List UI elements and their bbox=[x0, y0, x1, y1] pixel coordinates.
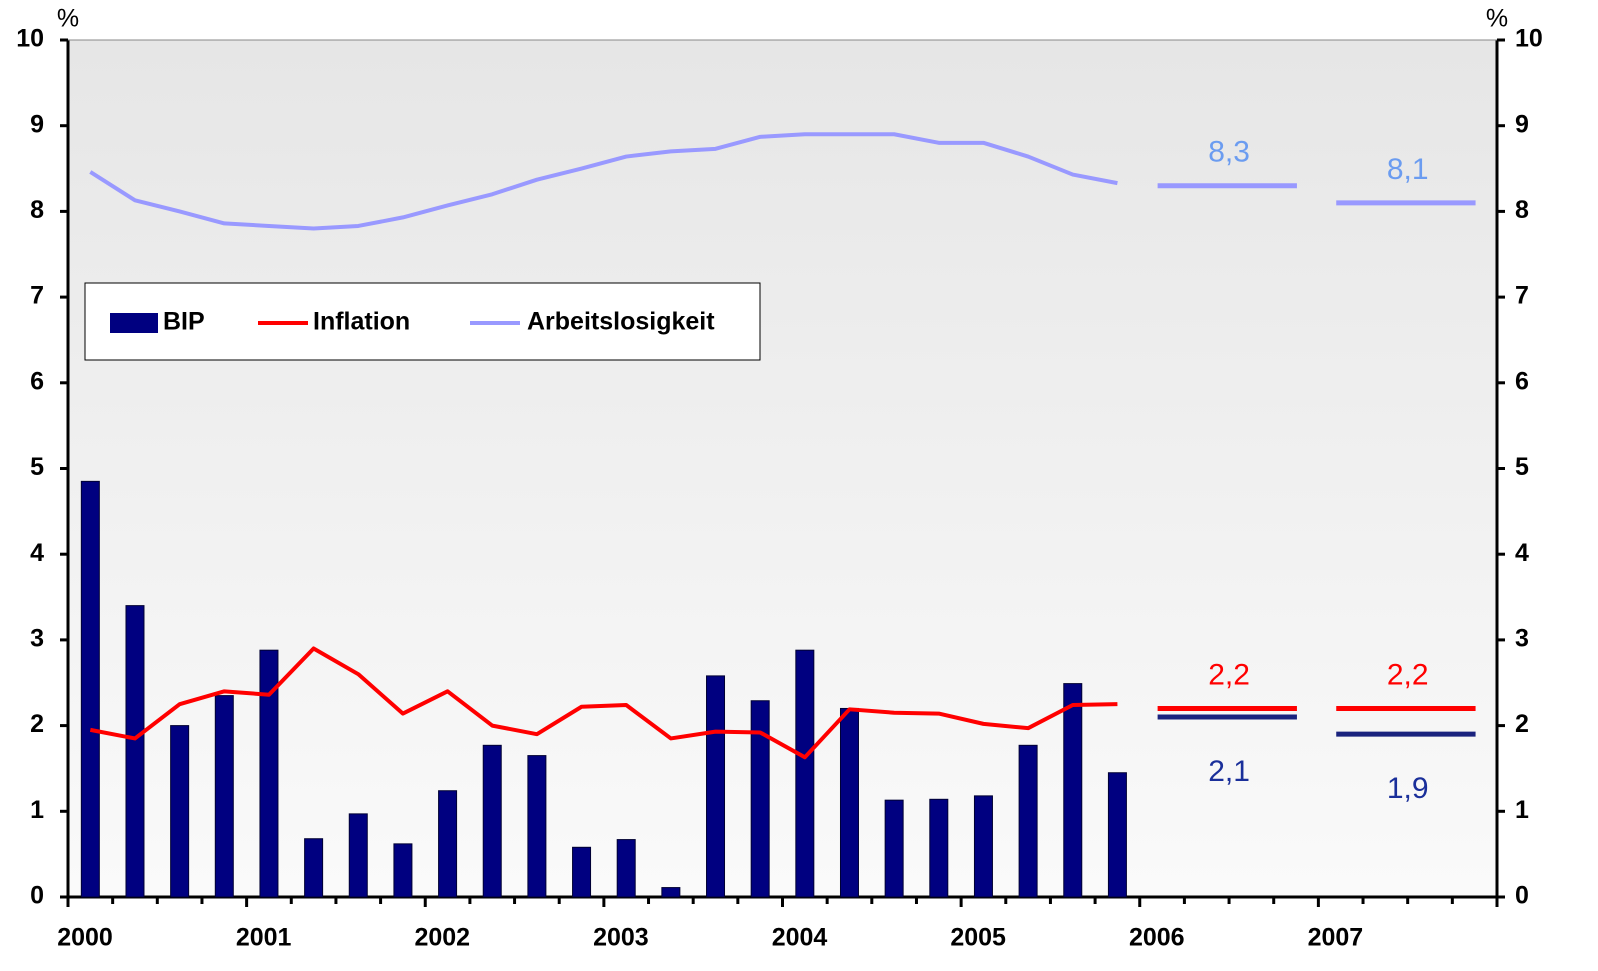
y2-tick-label: 9 bbox=[1515, 110, 1529, 138]
y2-tick-label: 6 bbox=[1515, 367, 1529, 395]
y2-tick-label: 5 bbox=[1515, 453, 1529, 481]
line bbox=[89, 132, 1118, 231]
forecast-label: 2,1 bbox=[1208, 755, 1250, 788]
y-tick-label: 10 bbox=[16, 25, 44, 53]
bar bbox=[839, 707, 859, 898]
y2-tick-label: 4 bbox=[1515, 539, 1529, 567]
bar bbox=[259, 649, 279, 898]
bar bbox=[706, 675, 726, 898]
legend-box bbox=[84, 282, 761, 361]
legend-label: Arbeitslosigkeit bbox=[527, 308, 715, 336]
bar bbox=[482, 744, 502, 898]
x-tick-label: 2006 bbox=[1129, 924, 1185, 952]
forecast-label: 8,1 bbox=[1387, 153, 1429, 186]
y-tick-label: 1 bbox=[30, 796, 44, 824]
bar bbox=[929, 798, 949, 898]
line bbox=[89, 646, 1118, 760]
x-tick-label: 2003 bbox=[593, 924, 649, 952]
bar bbox=[884, 799, 904, 898]
y-tick-label: 0 bbox=[30, 882, 44, 910]
y2-unit: % bbox=[1486, 5, 1508, 33]
x-tick-label: 2007 bbox=[1308, 924, 1364, 952]
bar bbox=[973, 795, 993, 898]
y-tick-label: 7 bbox=[30, 282, 44, 310]
legend-swatch bbox=[110, 313, 158, 333]
y-tick-label: 2 bbox=[30, 710, 44, 738]
plot-area bbox=[68, 40, 1497, 897]
x-tick-label: 2005 bbox=[950, 924, 1006, 952]
y2-tick-label: 10 bbox=[1515, 25, 1543, 53]
bar bbox=[125, 605, 145, 898]
bar bbox=[1018, 744, 1038, 898]
y-tick-label: 9 bbox=[30, 110, 44, 138]
y-unit: % bbox=[57, 5, 79, 33]
y-tick-label: 8 bbox=[30, 196, 44, 224]
bar bbox=[616, 839, 636, 898]
y-tick-label: 5 bbox=[30, 453, 44, 481]
forecast-label: 2,2 bbox=[1208, 658, 1250, 691]
bar bbox=[170, 725, 190, 898]
bar bbox=[1063, 683, 1083, 898]
x-tick-label: 2004 bbox=[772, 924, 828, 952]
legend-label: Inflation bbox=[313, 308, 410, 336]
bar bbox=[80, 480, 100, 898]
forecast-label: 8,3 bbox=[1208, 136, 1250, 169]
x-tick-label: 2001 bbox=[236, 924, 292, 952]
bar bbox=[572, 846, 592, 898]
forecast-label: 2,2 bbox=[1387, 658, 1429, 691]
x-tick-label: 2000 bbox=[57, 924, 113, 952]
bar bbox=[750, 700, 770, 898]
y-tick-label: 3 bbox=[30, 625, 44, 653]
y-tick-label: 6 bbox=[30, 367, 44, 395]
bar bbox=[1107, 772, 1127, 898]
y-tick-label: 4 bbox=[30, 539, 44, 567]
legend-label: BIP bbox=[163, 308, 205, 336]
bar bbox=[348, 813, 368, 898]
bar bbox=[214, 695, 234, 898]
y2-tick-label: 7 bbox=[1515, 282, 1529, 310]
bar bbox=[393, 843, 413, 898]
y2-tick-label: 2 bbox=[1515, 710, 1529, 738]
bar bbox=[661, 887, 681, 898]
bar bbox=[527, 755, 547, 898]
y2-tick-label: 3 bbox=[1515, 625, 1529, 653]
y2-tick-label: 0 bbox=[1515, 882, 1529, 910]
y2-tick-label: 1 bbox=[1515, 796, 1529, 824]
bar bbox=[438, 790, 458, 898]
forecast-label: 1,9 bbox=[1387, 772, 1429, 805]
y2-tick-label: 8 bbox=[1515, 196, 1529, 224]
bar bbox=[304, 838, 324, 898]
x-tick-label: 2002 bbox=[414, 924, 470, 952]
bar bbox=[795, 649, 815, 898]
